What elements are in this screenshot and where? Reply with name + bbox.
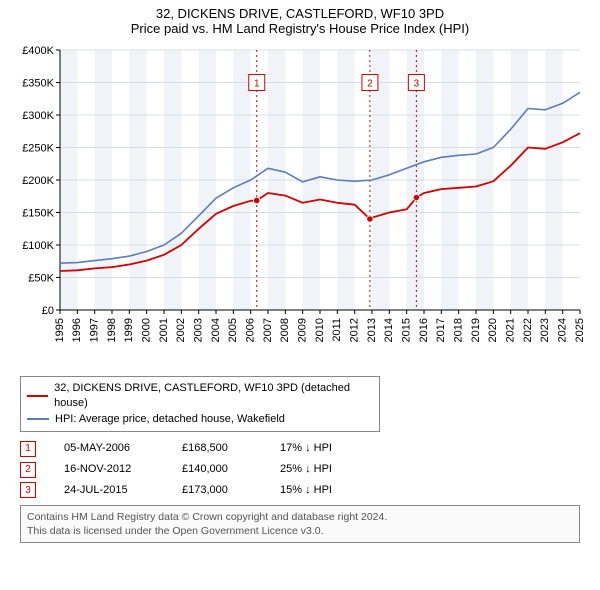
legend-swatch (27, 395, 48, 397)
svg-text:2024: 2024 (557, 318, 569, 342)
event-date: 16-NOV-2012 (64, 459, 154, 480)
legend-item: HPI: Average price, detached house, Wake… (27, 412, 373, 427)
legend-label: 32, DICKENS DRIVE, CASTLEFORD, WF10 3PD … (54, 381, 373, 412)
event-marker: 3 (20, 482, 36, 498)
svg-text:2023: 2023 (539, 318, 551, 342)
attribution-line: This data is licensed under the Open Gov… (27, 524, 573, 538)
svg-text:1999: 1999 (123, 318, 135, 342)
event-price: £173,000 (182, 480, 252, 501)
svg-text:2019: 2019 (470, 318, 482, 342)
event-row: 1 05-MAY-2006 £168,500 17% ↓ HPI (20, 438, 580, 459)
svg-text:£300K: £300K (22, 110, 54, 122)
attribution: Contains HM Land Registry data © Crown c… (20, 505, 580, 543)
legend-item: 32, DICKENS DRIVE, CASTLEFORD, WF10 3PD … (27, 381, 373, 412)
svg-text:2009: 2009 (297, 318, 309, 342)
svg-text:2010: 2010 (314, 318, 326, 342)
svg-text:1996: 1996 (71, 318, 83, 342)
svg-text:2015: 2015 (401, 318, 413, 342)
page-title: 32, DICKENS DRIVE, CASTLEFORD, WF10 3PD (10, 6, 590, 21)
svg-text:2014: 2014 (383, 318, 395, 342)
event-price: £140,000 (182, 459, 252, 480)
svg-text:3: 3 (414, 79, 420, 90)
svg-text:2007: 2007 (262, 318, 274, 342)
legend-swatch (27, 418, 49, 420)
svg-text:2016: 2016 (418, 318, 430, 342)
event-date: 24-JUL-2015 (64, 480, 154, 501)
svg-text:£150K: £150K (22, 208, 54, 220)
svg-text:2011: 2011 (331, 318, 343, 342)
event-price: £168,500 (182, 438, 252, 459)
svg-text:1: 1 (254, 79, 260, 90)
svg-text:1997: 1997 (89, 318, 101, 342)
svg-text:2003: 2003 (193, 318, 205, 342)
legend-label: HPI: Average price, detached house, Wake… (55, 412, 285, 427)
page-subtitle: Price paid vs. HM Land Registry's House … (10, 21, 590, 36)
event-date: 05-MAY-2006 (64, 438, 154, 459)
events-table: 1 05-MAY-2006 £168,500 17% ↓ HPI 2 16-NOV-201… (20, 438, 580, 501)
svg-text:£200K: £200K (22, 175, 54, 187)
svg-text:1995: 1995 (54, 318, 66, 342)
svg-text:£350K: £350K (22, 78, 54, 90)
svg-text:£400K: £400K (22, 45, 54, 57)
svg-text:2018: 2018 (453, 318, 465, 342)
svg-text:£100K: £100K (22, 240, 54, 252)
event-row: 3 24-JUL-2015 £173,000 15% ↓ HPI (20, 480, 580, 501)
event-marker: 1 (20, 441, 36, 457)
attribution-line: Contains HM Land Registry data © Crown c… (27, 510, 573, 524)
svg-text:2002: 2002 (175, 318, 187, 342)
event-marker: 2 (20, 462, 36, 478)
svg-text:1998: 1998 (106, 318, 118, 342)
price-chart: £0 £50K £100K £150K £200K £250K £300K £350K £400… (10, 40, 590, 370)
event-row: 2 16-NOV-2012 £140,000 25% ↓ HPI (20, 459, 580, 480)
svg-text:2012: 2012 (349, 318, 361, 342)
svg-text:2004: 2004 (210, 318, 222, 342)
svg-text:£50K: £50K (28, 273, 54, 285)
svg-text:2005: 2005 (227, 318, 239, 342)
svg-text:£250K: £250K (22, 143, 54, 155)
svg-text:2020: 2020 (487, 318, 499, 342)
svg-text:2021: 2021 (505, 318, 517, 342)
svg-text:2: 2 (367, 79, 373, 90)
svg-text:2001: 2001 (158, 318, 170, 342)
legend: 32, DICKENS DRIVE, CASTLEFORD, WF10 3PD … (20, 376, 380, 432)
event-delta: 17% ↓ HPI (280, 438, 360, 459)
svg-text:2008: 2008 (279, 318, 291, 342)
svg-text:£0: £0 (42, 305, 54, 317)
svg-text:2013: 2013 (366, 318, 378, 342)
svg-text:2000: 2000 (141, 318, 153, 342)
svg-text:2022: 2022 (522, 318, 534, 342)
svg-text:2006: 2006 (245, 318, 257, 342)
svg-text:2017: 2017 (435, 318, 447, 342)
event-delta: 25% ↓ HPI (280, 459, 360, 480)
event-delta: 15% ↓ HPI (280, 480, 360, 501)
svg-text:2025: 2025 (574, 318, 586, 342)
